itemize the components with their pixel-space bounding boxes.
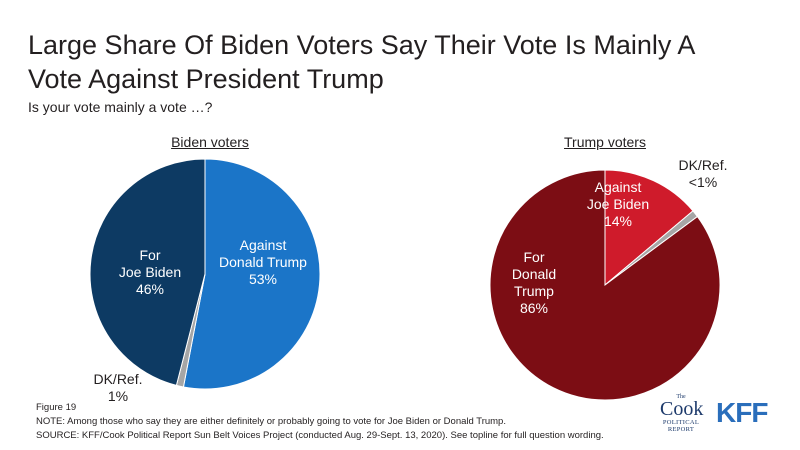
logo-text: POLITICAL	[662, 419, 700, 426]
kff-logo: KFF	[716, 397, 768, 428]
pie-slice-against-joe-biden	[604, 169, 694, 287]
footnote: NOTE: Among those who say they are eithe…	[36, 416, 506, 427]
slice-label: Against Donald Trump 53%	[219, 237, 307, 287]
pie-chart-trump: Against Joe Biden 14% DK/Ref. <1% For Donald Tr…	[489, 157, 728, 401]
pie-slice-for-donald-trump	[489, 169, 721, 401]
slice-label: For Joe Biden 46%	[119, 247, 181, 297]
cook-political-report-logo: The Cook POLITICAL REPORT	[660, 394, 704, 433]
pie-slice-for-joe-biden	[89, 158, 206, 386]
biden-voters-chart: Biden voters Against Donald Trump 53% DK/Re…	[80, 130, 340, 404]
slice-label: DK/Ref. 1%	[93, 371, 142, 404]
page-subtitle: Is your vote mainly a vote …?	[28, 99, 213, 115]
chart-heading: Trump voters	[564, 134, 646, 150]
slice-label: Against Joe Biden 14%	[587, 179, 649, 229]
figure-number: Figure 19	[36, 402, 77, 413]
source-note: SOURCE: KFF/Cook Political Report Sun Be…	[36, 430, 604, 441]
slice-label: For Donald Trump 86%	[512, 249, 556, 316]
logo-text: REPORT	[667, 426, 695, 433]
page-title: Large Share Of Biden Voters Say Their Vo…	[28, 30, 694, 94]
pie-slice-against-donald-trump	[182, 158, 321, 390]
slice-label: DK/Ref. <1%	[678, 157, 727, 190]
pie-chart-biden: Against Donald Trump 53% DK/Ref. 1% For Joe Bi…	[89, 158, 321, 404]
logo-text: Cook	[660, 398, 704, 420]
logo-text: The	[676, 394, 686, 400]
trump-voters-chart: Trump voters Against Joe Biden 14% DK/Ref. <…	[475, 130, 735, 401]
chart-heading: Biden voters	[171, 134, 249, 150]
